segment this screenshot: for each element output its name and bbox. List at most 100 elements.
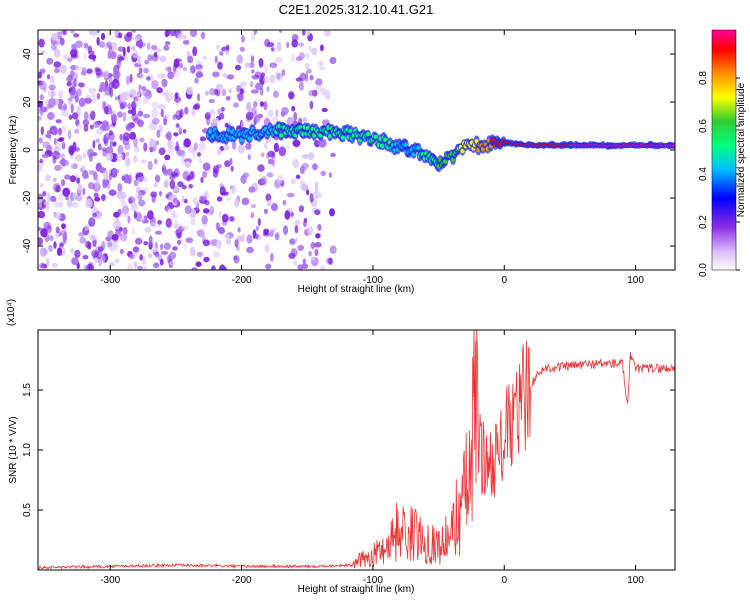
noise-blob bbox=[59, 37, 65, 46]
noise-blob bbox=[289, 238, 296, 245]
noise-blob bbox=[46, 57, 54, 65]
noise-blob bbox=[51, 33, 58, 41]
noise-blob bbox=[46, 225, 52, 234]
noise-blob bbox=[124, 54, 128, 63]
noise-blob bbox=[183, 138, 191, 148]
noise-blob bbox=[216, 148, 222, 156]
noise-blob bbox=[146, 76, 151, 81]
noise-blob bbox=[260, 72, 266, 78]
noise-blob bbox=[87, 242, 92, 250]
noise-blob bbox=[99, 81, 107, 92]
noise-blob bbox=[124, 142, 131, 151]
noise-blob bbox=[250, 55, 255, 63]
noise-blob bbox=[187, 145, 196, 154]
noise-blob bbox=[143, 113, 151, 119]
snr-x-axis: -300 -200 -100 0 100 bbox=[100, 330, 644, 586]
noise-blob bbox=[38, 193, 44, 202]
noise-blob bbox=[65, 76, 73, 82]
noise-blob bbox=[55, 142, 62, 152]
noise-blob bbox=[274, 71, 281, 80]
noise-blob bbox=[174, 219, 179, 229]
noise-blob bbox=[294, 237, 298, 243]
noise-blob bbox=[274, 232, 280, 241]
noise-blob bbox=[96, 30, 100, 34]
noise-blob bbox=[71, 257, 79, 266]
x-tick-label: 0 bbox=[501, 275, 507, 286]
noise-blob bbox=[131, 30, 137, 33]
noise-blob bbox=[219, 264, 225, 270]
noise-blob bbox=[281, 69, 286, 77]
noise-blob bbox=[79, 167, 84, 173]
noise-blob bbox=[48, 244, 53, 252]
noise-blob bbox=[133, 179, 139, 187]
noise-blob bbox=[47, 89, 55, 98]
noise-blob bbox=[315, 84, 322, 93]
noise-blob bbox=[298, 42, 305, 47]
noise-blob bbox=[309, 193, 314, 203]
y-tick-label: -20 bbox=[22, 190, 33, 205]
x-tick-label: -300 bbox=[100, 575, 120, 586]
noise-blob bbox=[143, 241, 149, 246]
noise-blob bbox=[125, 75, 130, 85]
noise-blob bbox=[212, 251, 221, 258]
noise-blob bbox=[236, 85, 242, 92]
noise-blob bbox=[108, 189, 117, 196]
noise-blob bbox=[318, 138, 327, 148]
noise-blob bbox=[141, 85, 147, 91]
noise-blob bbox=[130, 203, 138, 212]
noise-blob bbox=[179, 108, 184, 118]
noise-blob bbox=[282, 199, 287, 206]
noise-blob bbox=[152, 248, 159, 253]
noise-blob bbox=[225, 195, 230, 202]
noise-blob bbox=[315, 233, 321, 239]
noise-blob bbox=[303, 116, 307, 124]
noise-blob bbox=[197, 152, 201, 157]
noise-blob bbox=[229, 216, 235, 222]
noise-blob bbox=[104, 132, 111, 140]
noise-blob bbox=[45, 257, 50, 268]
noise-blob bbox=[255, 114, 261, 123]
snr-frame bbox=[37, 329, 676, 571]
noise-blob bbox=[318, 61, 324, 66]
noise-blob bbox=[38, 166, 42, 173]
noise-blob bbox=[159, 190, 162, 197]
noise-blob bbox=[60, 157, 66, 167]
noise-blob bbox=[137, 110, 144, 117]
noise-blob bbox=[63, 30, 67, 36]
y-tick-label: 0.5 bbox=[22, 503, 33, 517]
noise-blob bbox=[314, 242, 322, 248]
noise-blob bbox=[234, 239, 239, 248]
noise-blob bbox=[71, 201, 79, 208]
noise-blob bbox=[61, 223, 66, 230]
noise-blob bbox=[82, 187, 86, 196]
noise-blob bbox=[122, 111, 127, 122]
noise-blob bbox=[301, 263, 309, 270]
ridge-core bbox=[340, 135, 345, 140]
noise-blob bbox=[38, 263, 44, 270]
noise-blob bbox=[39, 80, 47, 91]
noise-blob bbox=[38, 199, 43, 208]
noise-blob bbox=[240, 174, 247, 184]
noise-blob bbox=[90, 110, 96, 121]
noise-blob bbox=[135, 33, 142, 43]
noise-blob bbox=[167, 139, 173, 149]
noise-blob bbox=[40, 228, 48, 238]
ridge-core bbox=[460, 148, 465, 154]
noise-blob bbox=[173, 132, 179, 137]
noise-blob bbox=[38, 71, 42, 79]
noise-blob bbox=[53, 241, 57, 249]
colorbar-tick-label: 0.2 bbox=[698, 215, 709, 229]
noise-blob bbox=[133, 210, 137, 219]
noise-blob bbox=[216, 44, 220, 51]
noise-blob bbox=[40, 263, 48, 269]
noise-blob bbox=[118, 32, 123, 39]
noise-blob bbox=[292, 158, 300, 169]
noise-blob bbox=[108, 173, 112, 181]
noise-blob bbox=[39, 106, 48, 113]
noise-blob bbox=[321, 107, 328, 113]
noise-blob bbox=[166, 98, 171, 104]
colorbar-tick-label: 0.8 bbox=[698, 71, 709, 85]
noise-blob bbox=[192, 197, 199, 206]
noise-blob bbox=[225, 238, 232, 245]
